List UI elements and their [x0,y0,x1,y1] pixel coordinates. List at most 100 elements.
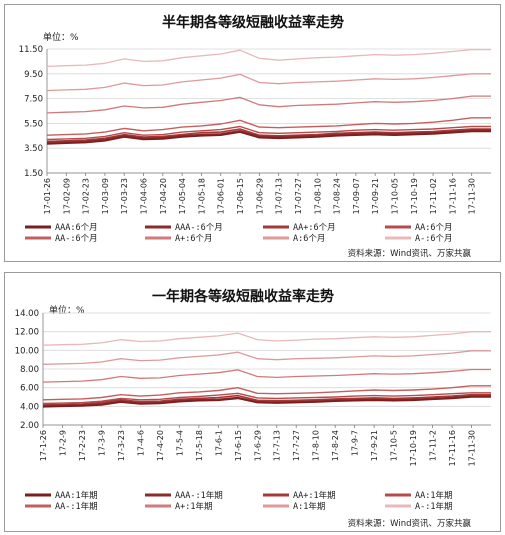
legend: AAA:1年期 AAA-:1年期 AA+:1年期 AA:1年期 AA-:1年期 A+:1年… [25,490,452,512]
legend-label: AA:6个月 [415,223,452,233]
x-tick-label: 17-05-04 [178,178,187,214]
legend-label: AAA:6个月 [55,223,98,233]
y-tick-label: 1.50 [24,169,43,179]
x-tick-label: 17-03-09 [101,178,110,214]
x-tick-label: 17-10-19 [410,178,419,214]
chart-panel-one-year: 一年期各等级短融收益率走势 单位：% 资料来源：Wind资讯、万家共赢 2.00… [4,272,501,532]
y-tick-label: 12.00 [15,328,39,338]
x-tick-label: 17-9-7 [351,430,360,456]
legend-label: AA-:1年期 [55,501,98,512]
x-tick-label: 17-04-20 [159,178,168,214]
x-tick-label: 17-3-9 [97,430,106,456]
x-tick-label: 17-07-27 [294,178,303,214]
y-tick-label: 7.50 [24,95,43,105]
x-tick-label: 17-11-16 [448,430,457,466]
series-line [42,350,491,365]
axes: 1.50 3.50 5.50 7.50 9.50 11.50 17-01-26 17-02-0… [19,45,491,214]
series-line [46,128,491,143]
y-tick-label: 11.50 [19,45,43,55]
one-year-yield-chart: 一年期各等级短融收益率走势 单位：% 资料来源：Wind资讯、万家共赢 2.00… [15,288,491,529]
x-tick-label: 17-11-2 [429,430,438,461]
series-line [42,385,491,401]
x-tick-label: 17-6-15 [234,430,243,461]
y-tick-label: 6.00 [20,384,39,394]
x-tick-label: 17-03-23 [120,178,129,214]
half-year-yield-chart: 半年期各等级短融收益率走势 单位：% 资料来源：Wind资讯、万家共赢 1.50… [19,14,491,259]
series-line [42,396,491,408]
y-tick-label: 10.00 [15,346,39,356]
x-tick-label: 17-02-09 [62,178,71,214]
series-line [42,395,491,407]
legend-label: A-:6个月 [415,234,452,244]
x-tick-label: 17-1-26 [39,430,48,461]
legend-label: A+:1年期 [175,501,212,512]
series-line [46,130,491,145]
y-tick-label: 9.50 [24,70,43,80]
x-tick-label: 17-10-19 [409,430,418,466]
x-tick-label: 17-10-05 [390,178,399,214]
legend: AAA:6个月 AAA-:6个月 AA+:6个月 AA:6个月 AA-:6个月 A+:6个… [25,223,452,244]
legend-label: AA+:1年期 [293,490,336,501]
chart-panel-half-year: 半年期各等级短融收益率走势 单位：% 资料来源：Wind资讯、万家共赢 1.50… [4,4,501,262]
axes: 2.00 4.00 6.00 8.00 10.00 12.00 14.00 17-1-26 17… [15,309,491,466]
legend-label: AA+:6个月 [293,223,336,233]
series-line [46,48,491,68]
legend-label: AAA:1年期 [55,490,98,501]
x-tick-label: 17-5-18 [195,430,204,461]
grid-lines [47,48,491,174]
x-tick-label: 17-4-6 [136,430,145,456]
x-tick-label: 17-08-10 [313,178,322,214]
series-line [42,393,491,406]
y-tick-label: 4.00 [20,402,39,412]
series-line [46,73,491,92]
x-tick-label: 17-7-13 [273,430,282,461]
unit-label: 单位：% [43,31,79,43]
x-tick-label: 17-2-23 [78,430,87,461]
source-note: 资料来源：Wind资讯、万家共赢 [348,518,472,529]
series-lines [46,48,491,145]
chart-title: 半年期各等级短融收益率走势 [162,14,344,31]
legend-label: AAA-:1年期 [175,490,223,501]
x-tick-label: 17-06-01 [217,178,226,214]
series-line [46,129,491,144]
x-tick-label: 17-3-23 [117,430,126,461]
y-tick-label: 3.50 [24,144,43,154]
x-tick-label: 17-10-5 [390,430,399,461]
y-tick-label: 14.00 [15,309,39,319]
x-tick-label: 17-11-16 [448,178,457,214]
series-line [42,331,491,346]
y-tick-label: 2.00 [20,421,39,431]
source-note: 资料来源：Wind资讯、万家共赢 [348,248,472,259]
legend-label: AA:1年期 [415,490,452,501]
series-line [42,368,491,383]
unit-label: 单位：% [49,304,85,316]
legend-label: AAA-:6个月 [175,223,223,233]
x-tick-label: 17-08-24 [333,178,342,214]
x-tick-label: 17-06-15 [236,178,245,214]
x-tick-label: 17-8-10 [312,430,321,461]
legend-label: A+:6个月 [175,234,212,244]
x-tick-label: 17-8-24 [331,430,340,461]
x-tick-label: 17-09-21 [371,178,380,214]
x-tick-label: 17-11-02 [429,178,438,214]
series-line [46,95,491,114]
chart-title: 一年期各等级短融收益率走势 [152,288,334,305]
x-tick-label: 17-2-9 [58,430,67,456]
series-line [42,392,491,405]
x-tick-label: 17-11-30 [468,430,477,466]
x-tick-label: 17-09-07 [352,178,361,214]
x-tick-label: 17-4-20 [156,430,165,461]
x-tick-label: 17-02-23 [82,178,91,214]
x-tick-label: 17-01-26 [43,178,52,214]
y-tick-label: 8.00 [20,365,39,375]
grid-lines [43,312,491,426]
legend-label: A:6个月 [293,234,325,244]
x-tick-label: 17-11-30 [468,178,477,214]
legend-label: A-:1年期 [415,501,452,512]
x-tick-label: 17-04-06 [140,178,149,214]
legend-label: A:1年期 [293,501,325,512]
x-tick-label: 17-06-29 [255,178,264,214]
x-tick-label: 17-7-27 [292,430,301,461]
x-tick-label: 17-5-4 [175,430,184,456]
series-line [46,125,491,141]
